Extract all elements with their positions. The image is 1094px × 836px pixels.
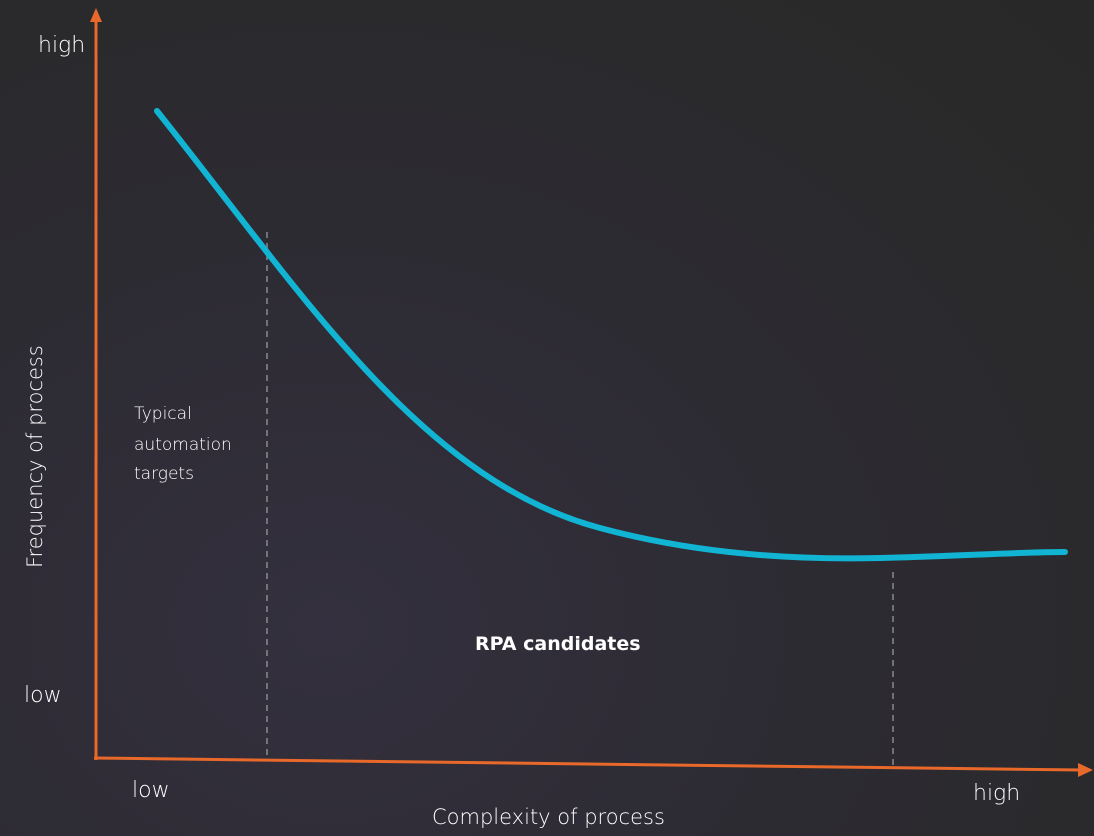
y-axis-title: Frequency of process bbox=[23, 345, 47, 568]
x-axis-high-label: high bbox=[973, 781, 1020, 806]
frequency-complexity-curve bbox=[154, 108, 1068, 562]
x-axis-low-label: low bbox=[132, 778, 170, 803]
y-axis-high-label: high bbox=[38, 33, 85, 58]
x-axis bbox=[93, 756, 1083, 772]
typical-automation-targets-label-line-2: automation bbox=[134, 435, 232, 455]
x-axis-title: Complexity of process bbox=[432, 805, 665, 829]
typical-automation-targets-label-line-1: Typical bbox=[134, 404, 192, 424]
y-axis-arrow bbox=[90, 8, 102, 22]
y-axis-low-label: low bbox=[24, 683, 62, 708]
x-axis-arrow bbox=[1078, 763, 1093, 777]
typical-automation-targets-label-line-3: targets bbox=[134, 464, 194, 484]
rpa-candidates-label: RPA candidates bbox=[475, 633, 641, 655]
